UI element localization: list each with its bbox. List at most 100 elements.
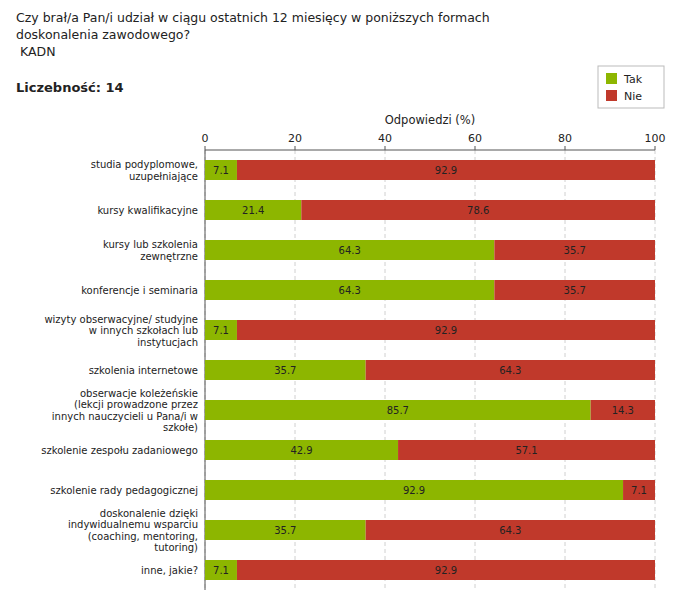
tick-mark [475, 146, 476, 150]
legend-label: Tak [623, 73, 643, 86]
data-label: 35.7 [274, 365, 296, 376]
chart-container: Czy brał/a Pan/i udział w ciągu ostatnic… [0, 0, 680, 600]
data-label: 85.7 [387, 405, 409, 416]
category-label-line: (lekcji prowadzone przez [74, 399, 198, 410]
bar [205, 200, 301, 220]
x-axis-label: Odpowiedzi (%) [385, 113, 475, 127]
bars [205, 160, 655, 580]
category-label-line: obserwacje koleżeńskie [80, 387, 198, 398]
category-label-line: instytucjach [137, 336, 198, 347]
data-label: 78.6 [467, 205, 489, 216]
legend-swatch [606, 73, 617, 84]
category-label: obserwacje koleżeńskie(lekcji prowadzone… [52, 387, 198, 433]
category-label-line: szkołe) [163, 422, 198, 433]
legend-label: Nie [624, 90, 642, 103]
legend-frame [598, 66, 664, 108]
category-label-line: indywidualnemu wsparciu [68, 519, 198, 530]
category-label-line: zewnętrzne [140, 250, 198, 261]
category-label: kursy kwalifikacyjne [97, 205, 198, 216]
data-label: 7.1 [213, 565, 229, 576]
category-label: szkolenia internetowe [89, 365, 198, 376]
bar [237, 320, 655, 340]
category-label: szkolenie zespołu zadaniowego [41, 445, 198, 456]
category-label-line: inne, jakie? [141, 565, 198, 576]
y-axis: studia podyplomowe,uzupełniające kursy kw… [41, 150, 205, 590]
bar [205, 560, 237, 580]
category-label: konferencje i seminaria [81, 285, 198, 296]
category-label: doskonalenie dziękiindywidualnemu wsparc… [68, 507, 198, 553]
data-label: 57.1 [515, 445, 537, 456]
bar [205, 320, 237, 340]
legend-swatch [606, 90, 617, 101]
data-label: 92.9 [435, 325, 457, 336]
tick-mark [655, 146, 656, 150]
tick-mark [565, 146, 566, 150]
bar [623, 480, 655, 500]
data-label: 7.1 [213, 165, 229, 176]
tick-mark [295, 146, 296, 150]
bar [205, 520, 366, 540]
category-label-line: uzupełniające [129, 170, 198, 181]
title-line: KADN [16, 44, 55, 59]
bar [366, 520, 655, 540]
bar [301, 200, 655, 220]
bar [205, 440, 398, 460]
category-label-line: kursy lub szkolenia [103, 239, 198, 250]
subtitle: Liczebność: 14 [16, 80, 124, 95]
tick-label: 0 [202, 132, 209, 145]
tick-label: 60 [468, 132, 482, 145]
data-label: 64.3 [499, 525, 521, 536]
category-label-line: w innych szkołach lub [89, 325, 198, 336]
bar [205, 480, 623, 500]
category-label: inne, jakie? [141, 565, 198, 576]
data-label: 35.7 [564, 245, 586, 256]
bar [205, 240, 494, 260]
bar [205, 400, 591, 420]
category-label-line: studia podyplomowe, [91, 159, 198, 170]
data-label: 64.3 [339, 245, 361, 256]
bar [237, 160, 655, 180]
bar [398, 440, 655, 460]
category-label: kursy lub szkoleniazewnętrzne [103, 239, 198, 262]
data-label: 21.4 [242, 205, 264, 216]
tick-mark [205, 146, 206, 150]
x-axis-line [205, 150, 655, 151]
category-label-line: (coaching, mentoring, [88, 530, 198, 541]
category-label-line: szkolenie rady pedagogicznej [50, 485, 198, 496]
data-label: 92.9 [403, 485, 425, 496]
tick-label: 80 [558, 132, 572, 145]
title-line: doskonalenia zawodowego? [16, 27, 190, 42]
category-label-line: doskonalenie dzięki [100, 507, 198, 518]
category-label: wizyty obserwacyjne/ studyjnew innych sz… [44, 313, 198, 347]
grid [205, 150, 655, 590]
title-line: Czy brał/a Pan/i udział w ciągu ostatnic… [16, 10, 490, 25]
tick-label: 100 [645, 132, 666, 145]
category-label-line: wizyty obserwacyjne/ studyjne [44, 313, 198, 324]
data-label: 14.3 [612, 405, 634, 416]
bar [205, 360, 366, 380]
bar [366, 360, 655, 380]
bar [494, 280, 655, 300]
data-label: 7.1 [213, 325, 229, 336]
category-label: szkolenie rady pedagogicznej [50, 485, 198, 496]
data-label: 42.9 [290, 445, 312, 456]
x-axis: 020406080100 [202, 132, 666, 150]
category-label-line: konferencje i seminaria [81, 285, 198, 296]
bar [591, 400, 655, 420]
category-label-line: szkolenie zespołu zadaniowego [41, 445, 198, 456]
tick-mark [385, 146, 386, 150]
category-label-line: kursy kwalifikacyjne [97, 205, 198, 216]
title: Czy brał/a Pan/i udział w ciągu ostatnic… [16, 10, 490, 59]
category-label-line: innych nauczycieli u Pana/i w [52, 410, 198, 421]
legend: Tak Nie [598, 66, 664, 108]
bar [205, 160, 237, 180]
category-label-line: szkolenia internetowe [89, 365, 198, 376]
data-label: 35.7 [274, 525, 296, 536]
chart-svg: Czy brał/a Pan/i udział w ciągu ostatnic… [0, 0, 680, 600]
data-label: 92.9 [435, 565, 457, 576]
data-labels: 7.1 21.4 64.3 64.3 7.1 35.7 85.7 42.9 92.9 35.7 7.… [213, 165, 647, 576]
category-label: studia podyplomowe,uzupełniające [91, 159, 198, 182]
data-label: 7.1 [631, 485, 647, 496]
bar [494, 240, 655, 260]
data-label: 64.3 [339, 285, 361, 296]
